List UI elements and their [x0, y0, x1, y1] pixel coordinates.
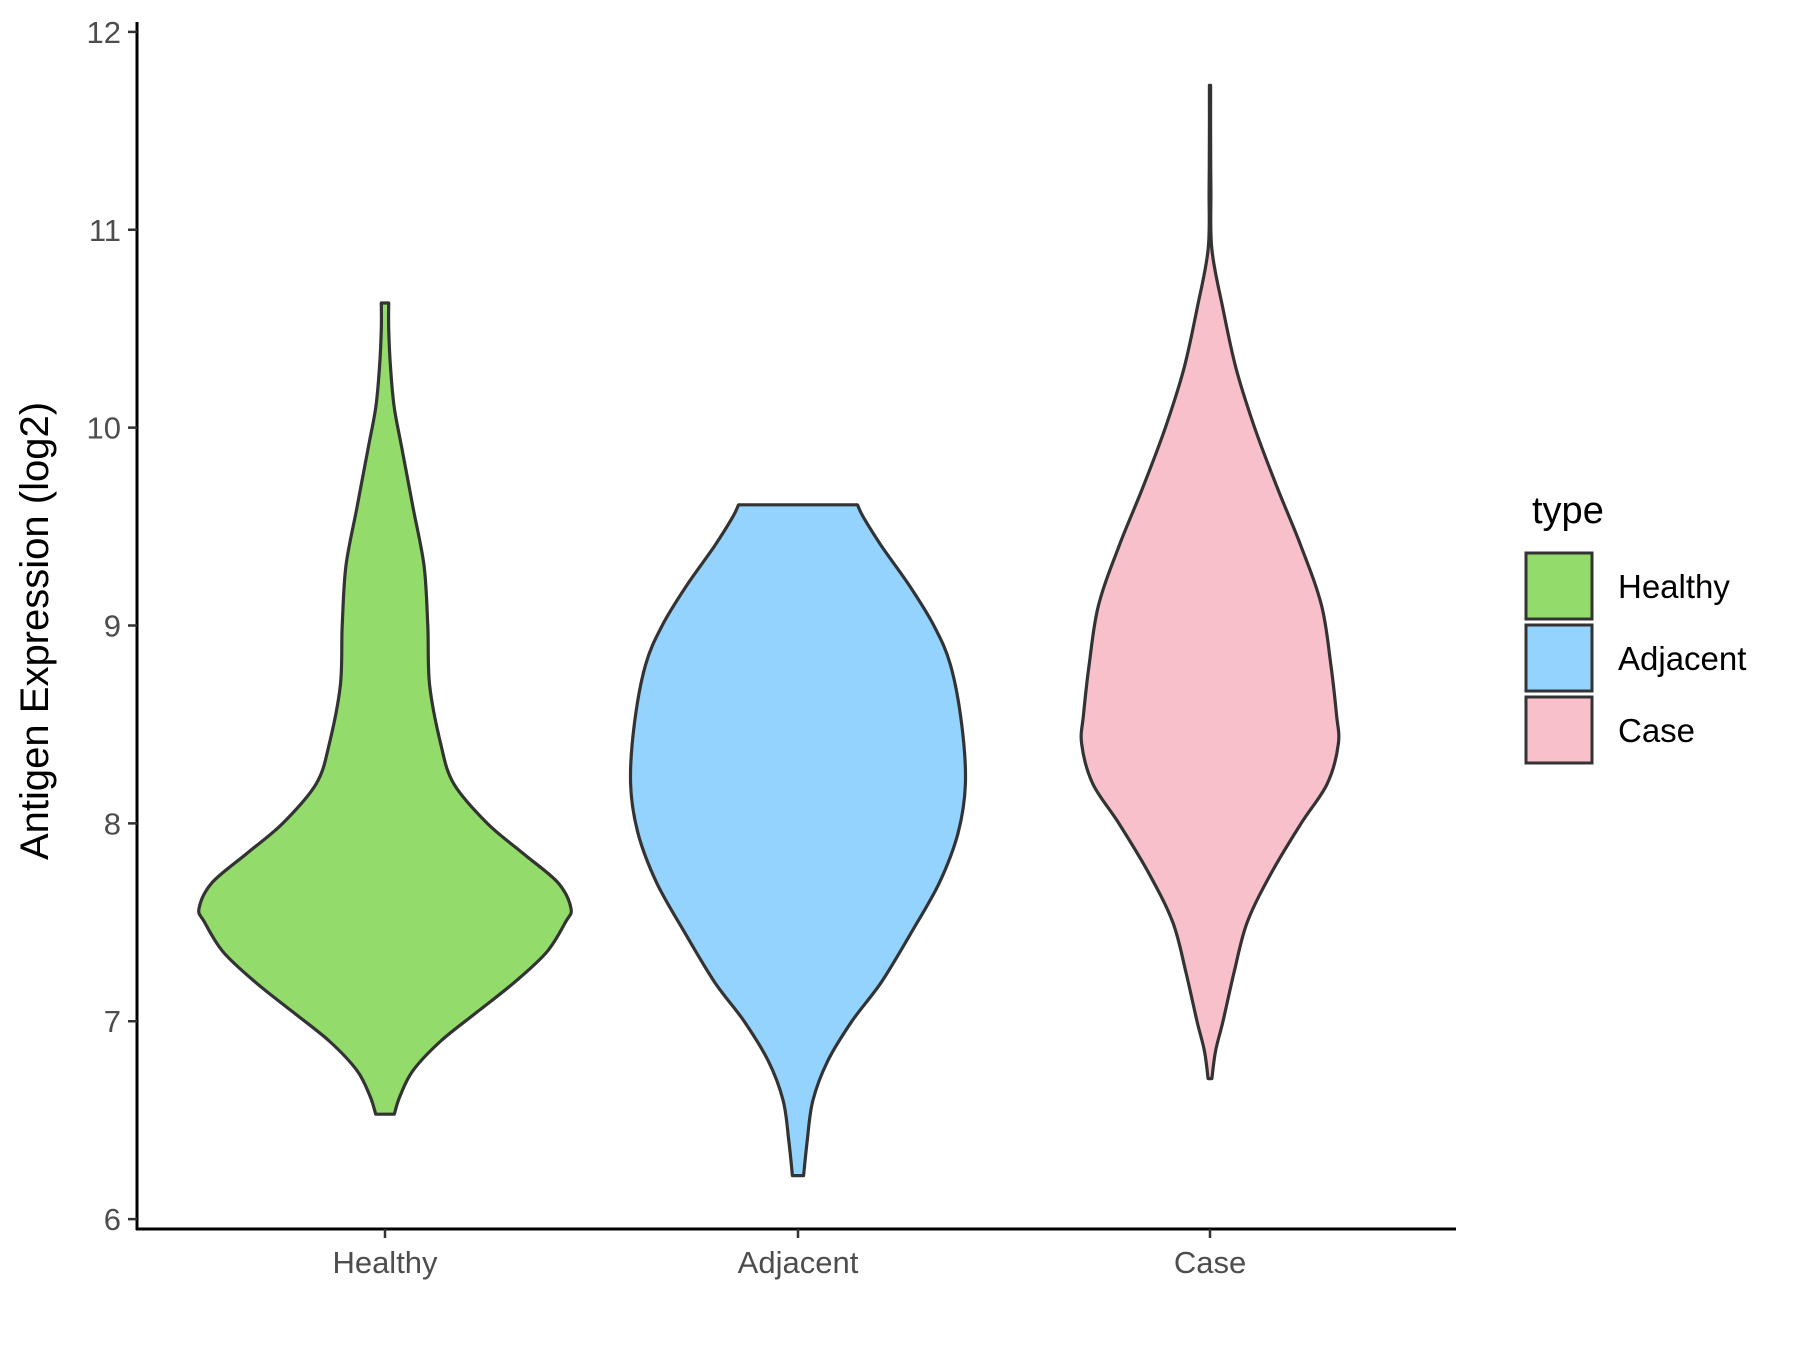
legend-label-case: Case [1618, 712, 1695, 749]
y-tick-label: 12 [87, 15, 121, 50]
legend-key-case [1524, 695, 1594, 765]
legend-key-healthy [1524, 551, 1594, 621]
legend-label-adjacent: Adjacent [1618, 640, 1746, 677]
x-tick-label: Healthy [332, 1245, 438, 1280]
y-tick-label: 7 [104, 1004, 121, 1039]
violin-case [1079, 83, 1341, 1081]
y-tick-label: 9 [104, 609, 121, 644]
legend-key-adjacent [1524, 623, 1594, 693]
violin-layer [197, 83, 1341, 1178]
y-tick-label: 6 [104, 1202, 121, 1237]
legend-label-healthy: Healthy [1618, 568, 1730, 605]
y-tick-label: 10 [87, 411, 121, 446]
legend: type Healthy Adjacent Case [1524, 490, 1746, 765]
legend-title: type [1532, 490, 1604, 532]
y-tick-label: 8 [104, 806, 121, 841]
axes: 6 7 8 9 10 11 12 Healthy Adjacent Case [87, 15, 1456, 1280]
x-tick-label: Case [1174, 1245, 1246, 1280]
x-tick-label: Adjacent [738, 1245, 859, 1280]
violin-healthy [197, 301, 573, 1116]
y-axis-title: Antigen Expression (log2) [13, 402, 57, 860]
y-tick-label: 11 [89, 213, 121, 248]
violin-adjacent [628, 503, 968, 1178]
